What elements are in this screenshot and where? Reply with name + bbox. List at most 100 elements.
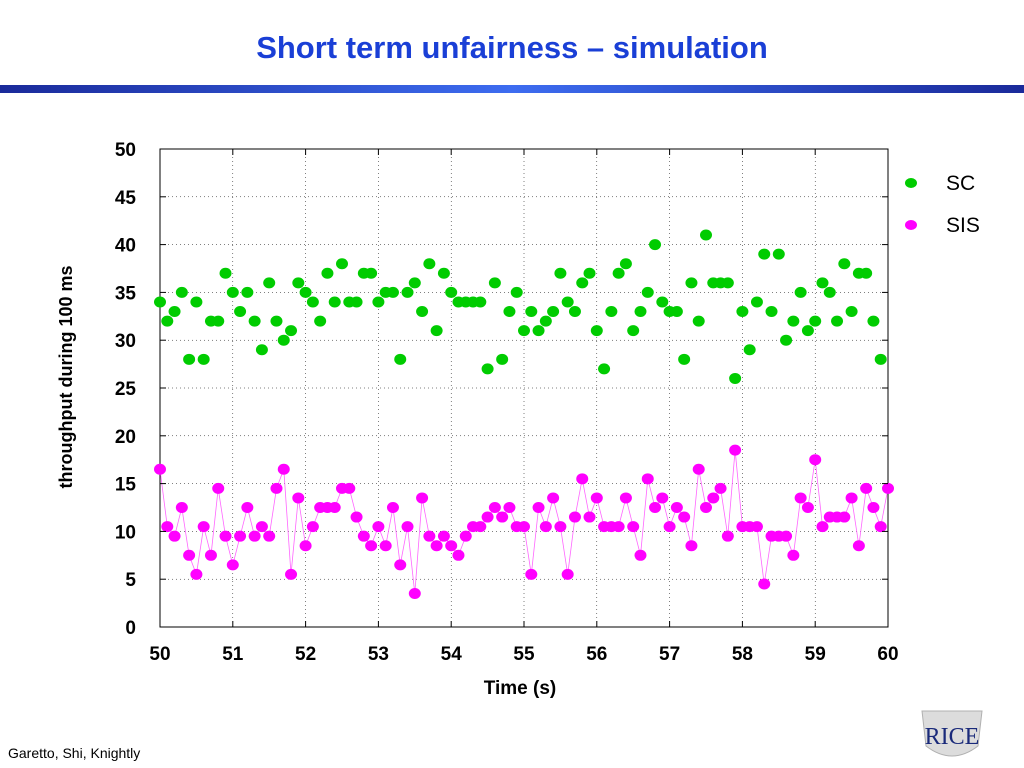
sis-point: [190, 568, 203, 580]
sc-point: [314, 315, 327, 327]
sis-point: [255, 521, 268, 533]
sc-point: [692, 315, 705, 327]
sis-point: [496, 511, 509, 523]
sis-point: [306, 521, 319, 533]
sc-point: [700, 229, 712, 241]
sc-point: [867, 315, 880, 327]
sis-point: [532, 502, 545, 513]
sc-point: [154, 296, 166, 308]
sis-point: [539, 521, 552, 533]
sis-point: [292, 492, 305, 504]
sis-point: [503, 502, 516, 513]
sc-point: [649, 239, 662, 251]
sis-point: [612, 521, 625, 533]
sc-point: [670, 306, 683, 318]
sc-point: [401, 286, 414, 298]
sc-point: [219, 267, 232, 279]
sc-point: [627, 325, 640, 337]
legend: SC SIS: [905, 172, 980, 237]
sc-point: [780, 334, 793, 346]
sis-point: [867, 502, 880, 513]
sc-point: [423, 258, 436, 270]
sis-point: [721, 530, 734, 542]
sc-point: [510, 286, 523, 298]
x-tick-label: 58: [732, 644, 753, 665]
sc-point: [823, 286, 836, 298]
sc-point: [605, 306, 618, 318]
sis-point: [212, 482, 225, 494]
legend-label-sis: SIS: [946, 214, 980, 237]
sc-point: [255, 344, 268, 356]
sis-point: [707, 492, 720, 504]
sc-point: [416, 306, 429, 318]
sc-point: [809, 315, 822, 327]
sc-point: [831, 315, 844, 327]
sis-point: [583, 511, 596, 523]
sc-point: [758, 248, 771, 260]
sc-point: [838, 258, 851, 270]
sis-point: [518, 521, 530, 533]
sc-point: [547, 306, 560, 318]
sis-point: [678, 511, 691, 523]
sc-point: [568, 306, 581, 318]
x-tick-label: 60: [877, 644, 898, 665]
sis-point: [343, 482, 356, 494]
sis-point: [270, 482, 283, 494]
sc-point: [168, 306, 181, 318]
x-axis-label: Time (s): [484, 678, 557, 699]
sis-point: [663, 521, 676, 533]
sc-point: [234, 306, 247, 318]
sis-point: [161, 521, 174, 533]
sis-point: [750, 521, 763, 533]
sis-point: [838, 511, 851, 523]
sc-point: [183, 353, 196, 365]
x-tick-label: 56: [586, 644, 607, 665]
x-tick-label: 57: [659, 644, 680, 665]
sis-point: [714, 482, 727, 494]
x-tick-label: 51: [222, 644, 244, 665]
sis-point: [350, 511, 363, 523]
sc-point: [197, 353, 210, 365]
x-tick-label: 53: [368, 644, 389, 665]
sis-point: [692, 463, 705, 475]
sc-point: [532, 325, 545, 337]
sis-point: [627, 521, 640, 533]
y-tick-label: 0: [125, 618, 136, 639]
sc-point: [350, 296, 363, 308]
sc-point: [365, 267, 378, 279]
x-tick-label: 54: [441, 644, 463, 665]
sc-point: [685, 277, 698, 289]
sc-point: [874, 353, 887, 365]
sc-point: [328, 296, 341, 308]
sc-point: [299, 286, 312, 298]
sc-point: [488, 277, 501, 289]
sis-point: [408, 588, 421, 600]
sis-point: [416, 492, 429, 504]
sis-point: [277, 463, 290, 475]
sis-point: [860, 482, 873, 494]
sis-point: [423, 530, 436, 542]
sis-point: [226, 559, 239, 571]
sis-point: [882, 482, 894, 494]
sis-point: [365, 540, 378, 552]
sis-point: [561, 568, 574, 580]
sc-point: [481, 363, 494, 375]
sis-point: [357, 530, 370, 542]
sis-point: [554, 521, 567, 533]
x-tick-label: 50: [149, 644, 170, 665]
data-markers: [154, 229, 894, 600]
legend-label-sc: SC: [946, 172, 975, 195]
sc-point: [321, 267, 334, 279]
sis-point: [547, 492, 560, 504]
sis-point: [488, 502, 501, 513]
sis-point: [168, 530, 181, 542]
sc-point: [554, 267, 567, 279]
sc-point: [336, 258, 348, 270]
y-axis-ticks: 0 5 10 15 20 25 30 35 40 45 50: [115, 140, 888, 639]
sc-point: [634, 306, 647, 318]
sc-point: [285, 325, 298, 337]
sis-point: [809, 454, 822, 466]
sis-point: [649, 502, 662, 513]
title-rule: [0, 85, 1024, 93]
y-tick-label: 5: [125, 570, 136, 591]
